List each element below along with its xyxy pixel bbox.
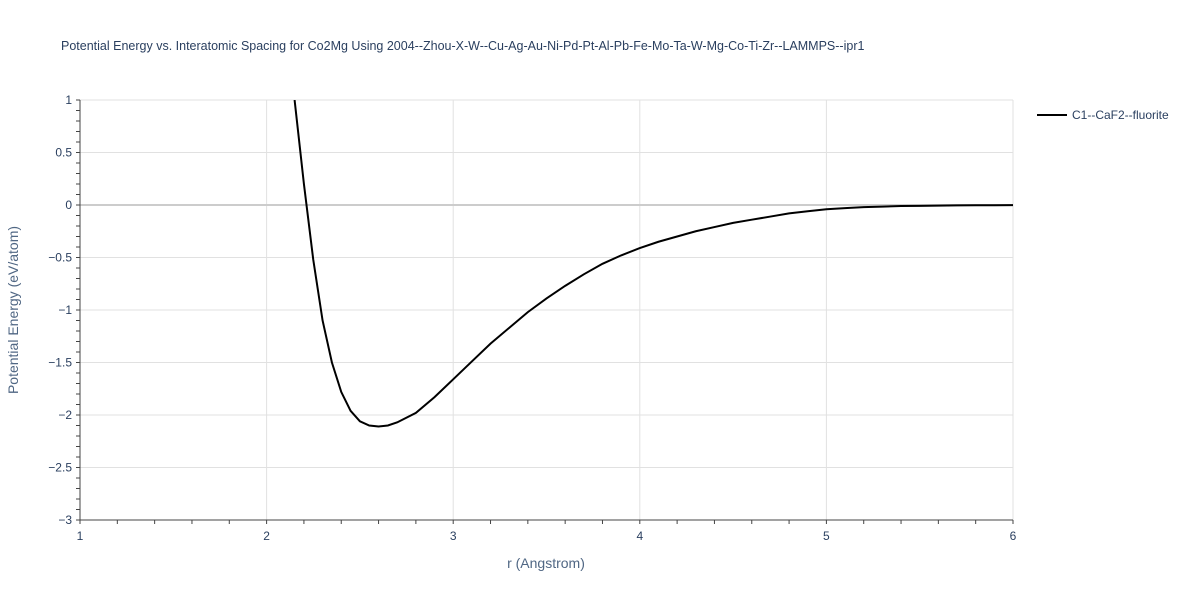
y-tick-label: −0.5 (48, 251, 72, 265)
x-tick-label: 5 (823, 529, 830, 543)
y-tick-label: −2 (58, 408, 72, 422)
grid (80, 99, 1014, 520)
y-tick-label: 0 (65, 198, 72, 212)
y-tick-label: 1 (65, 93, 72, 107)
x-tick-label: 2 (263, 529, 270, 543)
legend-label[interactable]: C1--CaF2--fluorite (1072, 108, 1169, 122)
series-line-0 (293, 100, 1013, 428)
y-tick-label: 0.5 (55, 146, 72, 160)
y-tick-label: −2.5 (48, 461, 72, 475)
y-axis-label: Potential Energy (eV/atom) (5, 226, 21, 394)
legend[interactable]: C1--CaF2--fluorite (1037, 108, 1169, 122)
x-tick-label: 1 (77, 529, 84, 543)
x-tick-label: 6 (1010, 529, 1017, 543)
y-tick-label: −1 (58, 303, 72, 317)
y-tick-label: −1.5 (48, 356, 72, 370)
y-tick-label: −3 (58, 513, 72, 527)
plot-area (293, 100, 1013, 428)
x-axis-label: r (Angstrom) (507, 555, 585, 571)
x-tick-label: 3 (450, 529, 457, 543)
x-tick-label: 4 (636, 529, 643, 543)
chart-title: Potential Energy vs. Interatomic Spacing… (61, 39, 864, 53)
axes: 1 2 3 4 5 6 1 0.5 0 −0.5 −1 −1.5 −2 −2.5 −3 (48, 93, 1016, 543)
